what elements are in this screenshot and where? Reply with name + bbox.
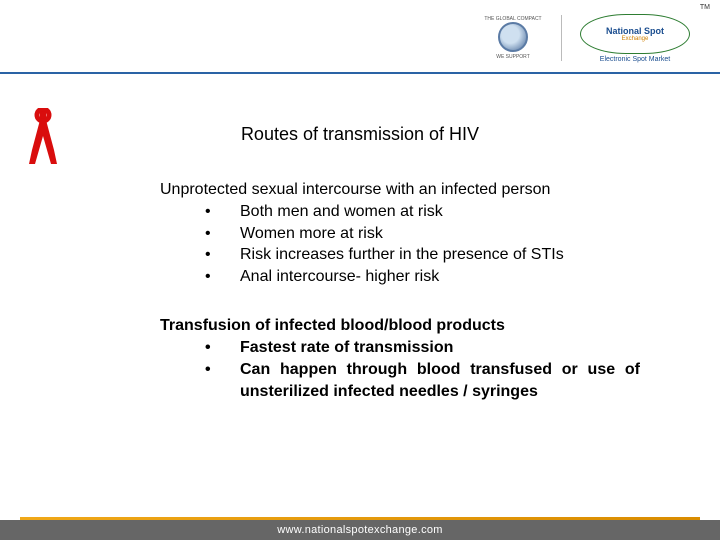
nse-subtitle: Electronic Spot Market <box>600 56 670 63</box>
bullet-text: Women more at risk <box>240 223 640 245</box>
list-item: • Risk increases further in the presence… <box>190 244 640 266</box>
bullet-icon: • <box>190 201 240 223</box>
footer-url: www.nationalspotexchange.com <box>277 524 443 536</box>
trademark-label: TM <box>700 4 710 11</box>
header-rule <box>0 72 720 74</box>
nse-logo: TM National Spot Exchange Electronic Spo… <box>570 8 700 68</box>
nse-name-line2: Exchange <box>622 36 649 42</box>
bullet-icon: • <box>190 223 240 245</box>
bullet-text: Anal intercourse- higher risk <box>240 266 640 288</box>
list-item: • Both men and women at risk <box>190 201 640 223</box>
bullet-icon: • <box>190 266 240 288</box>
global-compact-logo: THE GLOBAL COMPACT WE SUPPORT <box>473 10 553 66</box>
section1-lead: Unprotected sexual intercourse with an i… <box>160 181 680 199</box>
nse-wreath-icon: National Spot Exchange <box>580 14 690 54</box>
section-unprotected: Unprotected sexual intercourse with an i… <box>40 181 680 287</box>
globe-icon <box>498 22 528 52</box>
compact-bottom-label: WE SUPPORT <box>496 54 530 60</box>
header: THE GLOBAL COMPACT WE SUPPORT TM Nationa… <box>0 0 720 72</box>
logo-divider <box>561 15 562 61</box>
list-item: • Anal intercourse- higher risk <box>190 266 640 288</box>
section1-bullets: • Both men and women at risk • Women mor… <box>190 201 640 287</box>
bullet-icon: • <box>190 337 240 359</box>
bullet-text: Risk increases further in the presence o… <box>240 244 640 266</box>
slide-title: Routes of transmission of HIV <box>40 124 680 145</box>
list-item: • Fastest rate of transmission <box>190 337 640 359</box>
bullet-text: Fastest rate of transmission <box>240 337 640 359</box>
nse-name-line1: National Spot <box>606 26 664 36</box>
section2-bullets: • Fastest rate of transmission • Can hap… <box>190 337 640 402</box>
section2-lead: Transfusion of infected blood/blood prod… <box>160 317 680 335</box>
footer: www.nationalspotexchange.com <box>0 506 720 540</box>
bullet-icon: • <box>190 359 240 402</box>
bullet-icon: • <box>190 244 240 266</box>
slide-content: Routes of transmission of HIV Unprotecte… <box>0 100 720 402</box>
list-item: • Women more at risk <box>190 223 640 245</box>
section-transfusion: Transfusion of infected blood/blood prod… <box>40 317 680 402</box>
bullet-text: Can happen through blood transfused or u… <box>240 359 640 402</box>
list-item: • Can happen through blood transfused or… <box>190 359 640 402</box>
footer-bar: www.nationalspotexchange.com <box>0 520 720 540</box>
bullet-text: Both men and women at risk <box>240 201 640 223</box>
